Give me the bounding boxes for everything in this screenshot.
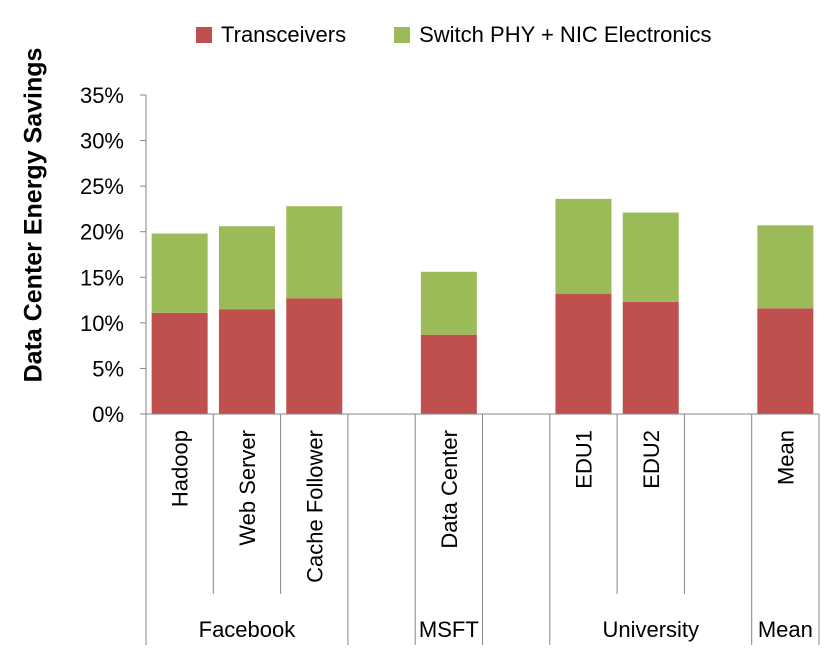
legend-item-switch-phy: Switch PHY + NIC Electronics xyxy=(394,22,712,48)
legend-label-transceivers: Transceivers xyxy=(221,22,347,47)
bar-transceivers-6 xyxy=(555,293,612,414)
x-tick-label: Data Center xyxy=(437,430,462,549)
y-tick-label: 10% xyxy=(80,311,124,336)
bar-switch-phy-2 xyxy=(286,206,343,299)
y-tick-label: 25% xyxy=(80,174,124,199)
bar-switch-phy-0 xyxy=(151,233,208,313)
x-tick-label: Hadoop xyxy=(168,430,193,507)
x-tick-label: Cache Follower xyxy=(302,430,327,583)
x-tick-label: Mean xyxy=(773,430,798,485)
group-label: MSFT xyxy=(419,617,479,642)
group-label: Facebook xyxy=(199,617,297,642)
y-tick-label: 15% xyxy=(80,265,124,290)
x-tick-label: EDU2 xyxy=(639,430,664,489)
legend-label-switch-phy: Switch PHY + NIC Electronics xyxy=(419,22,712,47)
bar-transceivers-0 xyxy=(151,312,208,414)
y-tick-label: 30% xyxy=(80,129,124,154)
bar-transceivers-7 xyxy=(622,301,679,414)
bar-transceivers-9 xyxy=(757,308,814,414)
group-label: University xyxy=(602,617,699,642)
legend: Transceivers Switch PHY + NIC Electronic… xyxy=(196,22,760,48)
y-tick-label: 35% xyxy=(80,83,124,108)
bar-switch-phy-6 xyxy=(555,198,612,294)
bar-transceivers-1 xyxy=(218,309,275,414)
y-tick-label: 0% xyxy=(92,402,124,427)
bar-switch-phy-7 xyxy=(622,212,679,302)
bar-switch-phy-1 xyxy=(218,226,275,310)
y-tick-label: 20% xyxy=(80,220,124,245)
legend-swatch-switch-phy xyxy=(394,27,411,43)
group-label: Mean xyxy=(758,617,813,642)
bar-switch-phy-4 xyxy=(420,271,477,335)
bar-transceivers-4 xyxy=(420,334,477,414)
bar-transceivers-2 xyxy=(286,298,343,414)
x-tick-label: EDU1 xyxy=(571,430,596,489)
legend-item-transceivers: Transceivers xyxy=(196,22,346,48)
legend-swatch-transceivers xyxy=(196,27,212,43)
x-tick-label: Web Server xyxy=(235,430,260,546)
y-tick-label: 5% xyxy=(92,356,124,381)
bar-switch-phy-9 xyxy=(757,225,814,309)
